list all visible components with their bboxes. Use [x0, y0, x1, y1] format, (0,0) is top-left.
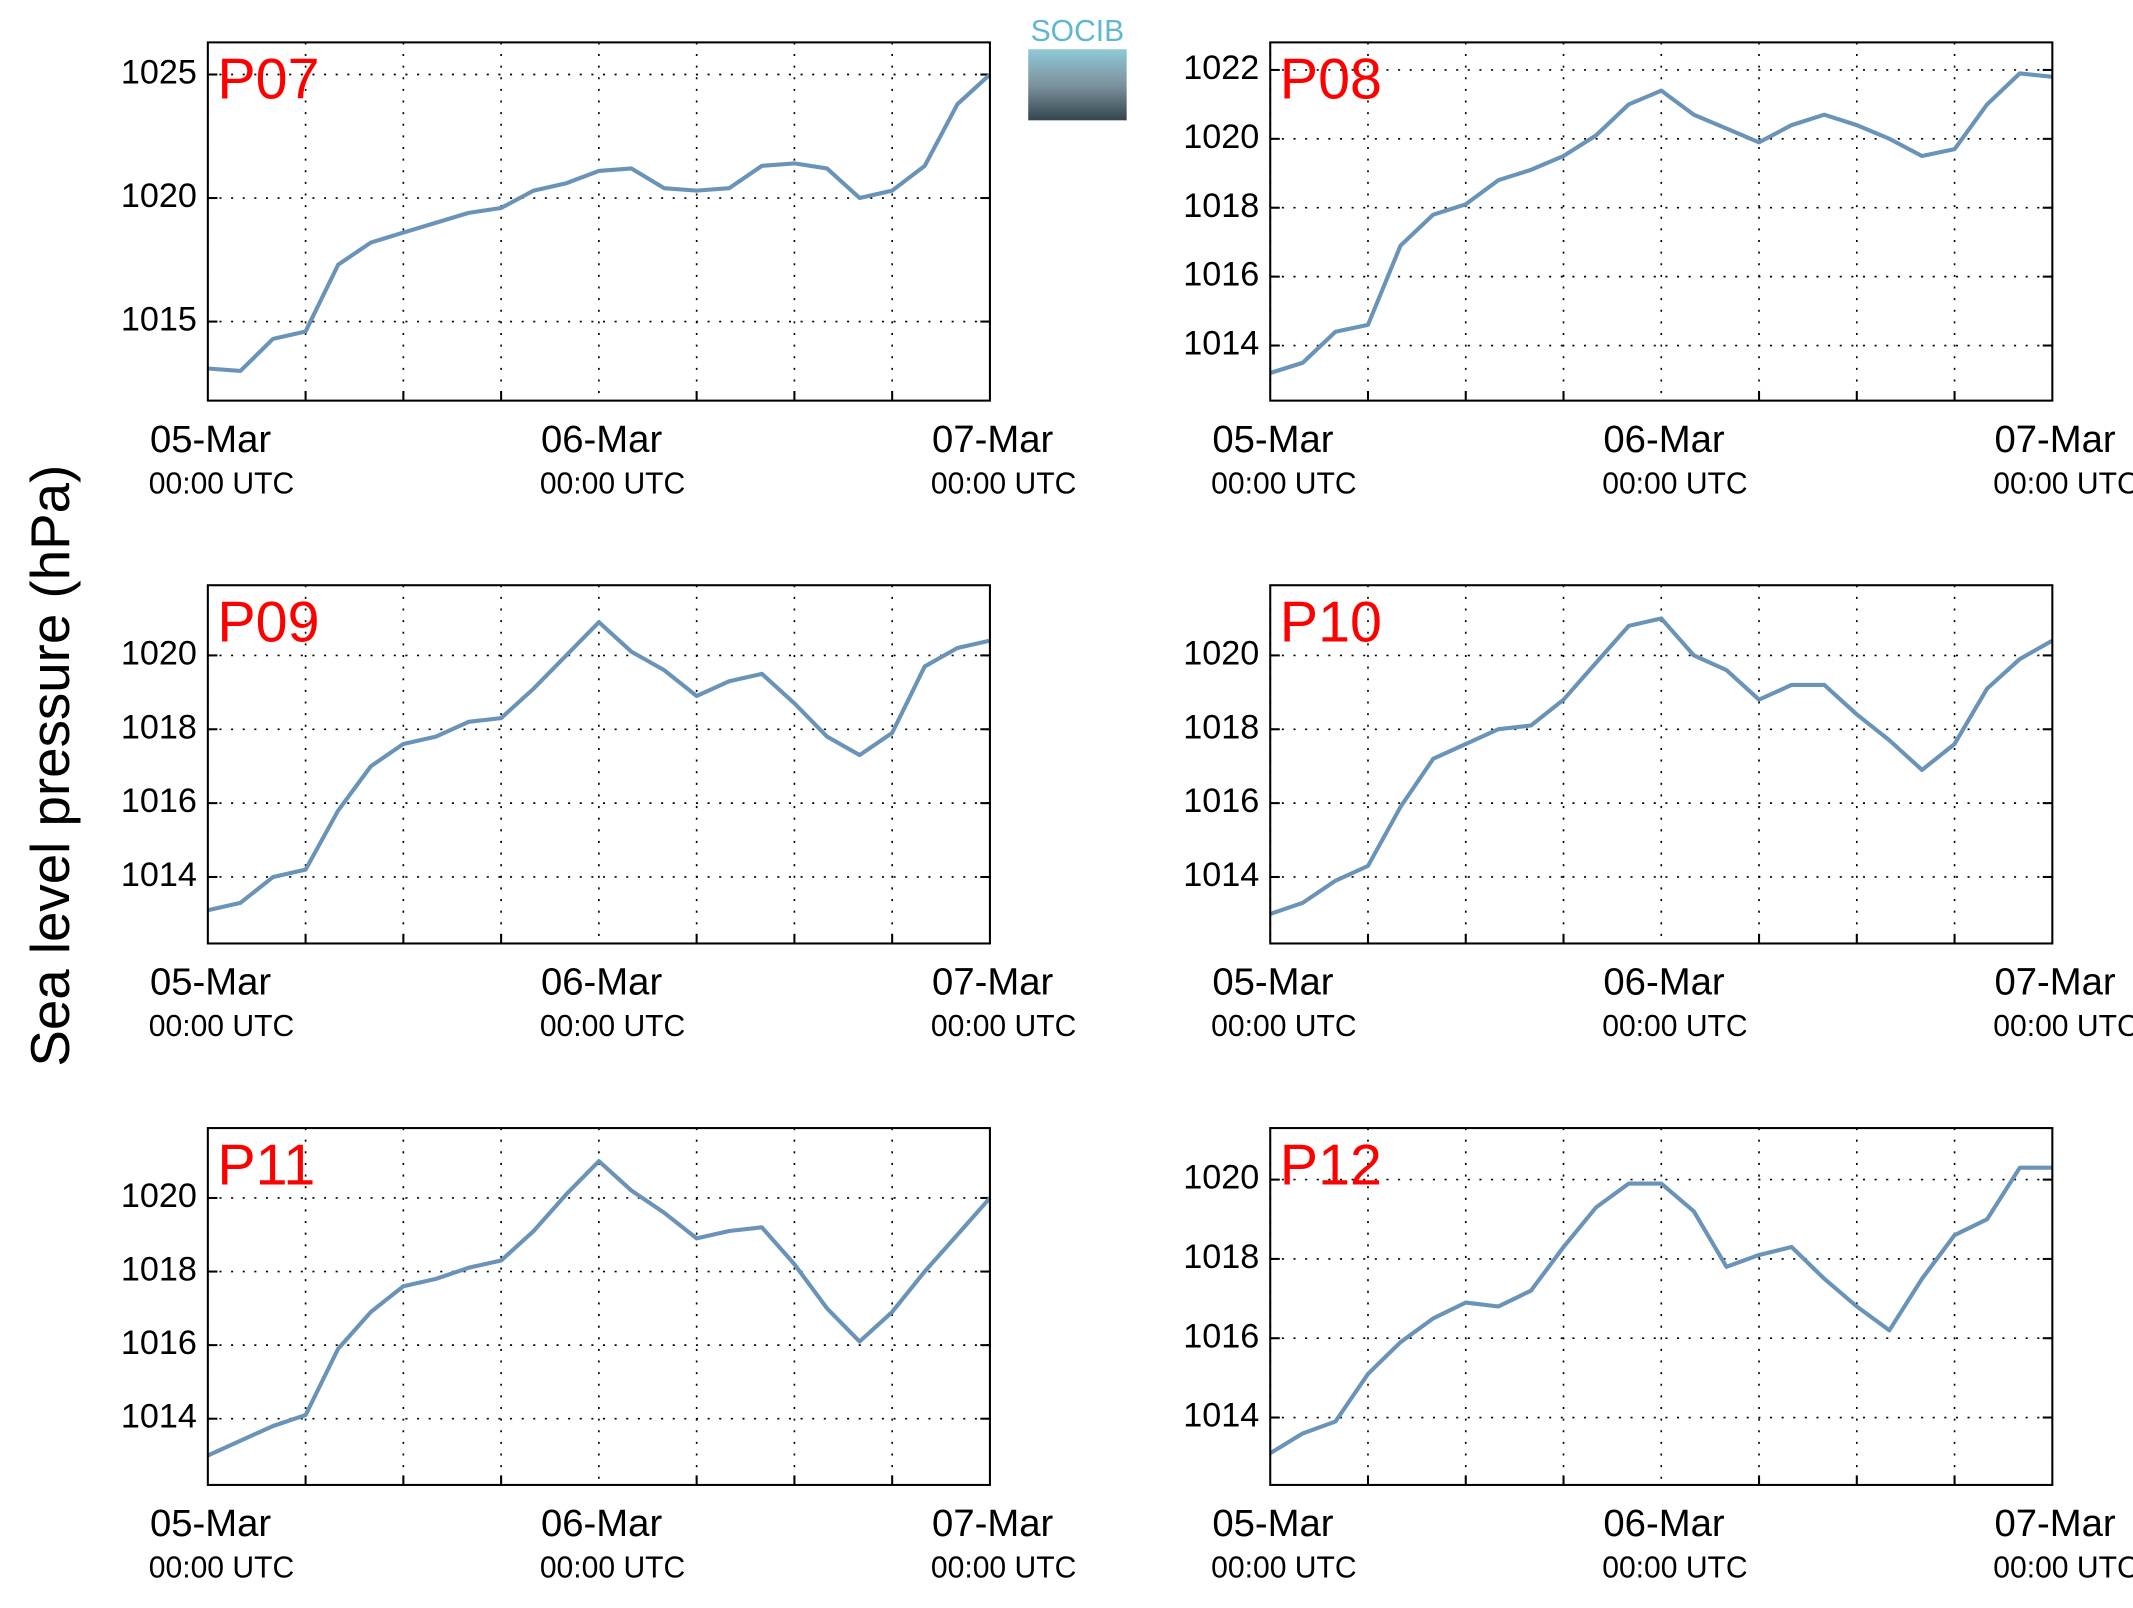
x-tick-label: 06-Mar — [1603, 418, 1724, 461]
y-tick-label: 1020 — [1183, 118, 1259, 156]
x-tick-sublabel: 00:00 UTC — [149, 1010, 294, 1043]
data-line — [207, 620, 991, 913]
y-tick-label: 1020 — [1183, 634, 1259, 672]
y-tick-label: 1016 — [1183, 1317, 1259, 1355]
y-tick-label: 1015 — [121, 301, 197, 339]
panel: 1014 1016 1018 1020 1022 05-Mar 00:00 UTC 06-Ma… — [1183, 41, 2133, 500]
plot-frame — [1269, 1127, 2054, 1486]
x-tick-label: 07-Mar — [1994, 1502, 2115, 1545]
x-tick-sublabel: 00:00 UTC — [931, 1552, 1076, 1585]
panel: 1015 1020 1025 05-Mar 00:00 UTC 06-Mar 00:00 U… — [121, 41, 1076, 500]
x-tick-label: 07-Mar — [932, 961, 1053, 1004]
panel: 1014 1016 1018 1020 05-Mar 00:00 UTC 06-Mar 00:… — [1183, 1127, 2133, 1585]
data-line — [1269, 71, 2053, 375]
x-tick-sublabel: 00:00 UTC — [1602, 1552, 1747, 1585]
panel-title: P08 — [1280, 48, 1382, 112]
y-tick-label: 1016 — [1183, 256, 1259, 294]
x-tick-label: 06-Mar — [1603, 1502, 1724, 1545]
y-tick-label: 1018 — [1183, 708, 1259, 746]
plot-frame — [206, 41, 991, 402]
x-tick-label: 06-Mar — [541, 961, 662, 1004]
x-tick-sublabel: 00:00 UTC — [931, 1010, 1076, 1043]
x-tick-label: 06-Mar — [541, 418, 662, 461]
y-tick-label: 1025 — [121, 54, 197, 92]
y-tick-label: 1016 — [1183, 782, 1259, 820]
x-tick-label: 07-Mar — [932, 418, 1053, 461]
panel-title: P10 — [1280, 590, 1382, 654]
x-tick-label: 05-Mar — [1212, 418, 1333, 461]
panel-title: P07 — [217, 48, 319, 112]
x-tick-label: 07-Mar — [1994, 961, 2115, 1004]
logo-block — [1028, 49, 1127, 121]
x-tick-sublabel: 00:00 UTC — [1211, 467, 1356, 500]
x-tick-sublabel: 00:00 UTC — [931, 467, 1076, 500]
data-line — [206, 1159, 992, 1458]
y-tick-label: 1020 — [121, 634, 197, 672]
x-tick-sublabel: 00:00 UTC — [1211, 1010, 1356, 1043]
y-tick-label: 1014 — [1183, 1397, 1259, 1435]
x-tick-sublabel: 00:00 UTC — [1211, 1552, 1356, 1585]
x-tick-label: 05-Mar — [150, 1502, 271, 1545]
x-tick-label: 06-Mar — [541, 1502, 662, 1545]
y-tick-label: 1016 — [121, 1324, 197, 1362]
x-tick-sublabel: 00:00 UTC — [1993, 1010, 2133, 1043]
x-tick-label: 06-Mar — [1603, 961, 1724, 1004]
y-tick-label: 1016 — [121, 782, 197, 820]
logo: SOCIB — [1028, 15, 1127, 121]
y-tick-label: 1020 — [1183, 1159, 1259, 1197]
x-tick-label: 05-Mar — [150, 961, 271, 1004]
plot-frame — [206, 584, 991, 945]
x-tick-sublabel: 00:00 UTC — [1993, 467, 2133, 500]
x-tick-sublabel: 00:00 UTC — [540, 1552, 685, 1585]
y-tick-label: 1014 — [1183, 856, 1259, 894]
x-tick-sublabel: 00:00 UTC — [1993, 1552, 2133, 1585]
plot-frame — [1269, 584, 2054, 945]
y-tick-label: 1022 — [1183, 49, 1259, 87]
x-tick-sublabel: 00:00 UTC — [540, 467, 685, 500]
y-tick-label: 1018 — [1183, 187, 1259, 225]
panel: 1014 1016 1018 1020 05-Mar 00:00 UTC 06-Mar 00:… — [121, 584, 1076, 1043]
panel-title: P09 — [217, 590, 319, 654]
y-tick-label: 1018 — [121, 1251, 197, 1289]
y-tick-label: 1020 — [121, 1177, 197, 1215]
x-tick-label: 07-Mar — [1994, 418, 2115, 461]
plot-frame — [1269, 41, 2054, 402]
y-tick-label: 1014 — [121, 1398, 197, 1436]
x-tick-sublabel: 00:00 UTC — [540, 1010, 685, 1043]
x-tick-label: 05-Mar — [1212, 1502, 1333, 1545]
y-tick-label: 1020 — [121, 177, 197, 215]
panel: 1014 1016 1018 1020 05-Mar 00:00 UTC 06-Mar 00:… — [1183, 584, 2133, 1043]
x-tick-sublabel: 00:00 UTC — [1602, 1010, 1747, 1043]
x-tick-label: 05-Mar — [1212, 961, 1333, 1004]
x-tick-sublabel: 00:00 UTC — [149, 1552, 294, 1585]
plot-frame — [206, 1127, 991, 1486]
data-line — [207, 73, 992, 374]
x-tick-label: 07-Mar — [932, 1502, 1053, 1545]
panel-title: P11 — [217, 1133, 315, 1197]
y-tick-label: 1014 — [1183, 325, 1259, 363]
x-tick-label: 05-Mar — [150, 418, 271, 461]
y-axis-label: Sea level pressure (hPa) — [19, 465, 81, 1067]
x-tick-sublabel: 00:00 UTC — [1602, 467, 1747, 500]
panel-title: P12 — [1280, 1133, 1382, 1197]
x-tick-sublabel: 00:00 UTC — [149, 467, 294, 500]
y-tick-label: 1018 — [121, 708, 197, 746]
panel: 1014 1016 1018 1020 05-Mar 00:00 UTC 06-Mar 00:… — [121, 1127, 1076, 1585]
data-line — [1269, 616, 2054, 916]
data-line — [1269, 1165, 2053, 1455]
y-tick-label: 1018 — [1183, 1238, 1259, 1276]
y-tick-label: 1014 — [121, 856, 197, 894]
logo-text: SOCIB — [1031, 15, 1125, 48]
